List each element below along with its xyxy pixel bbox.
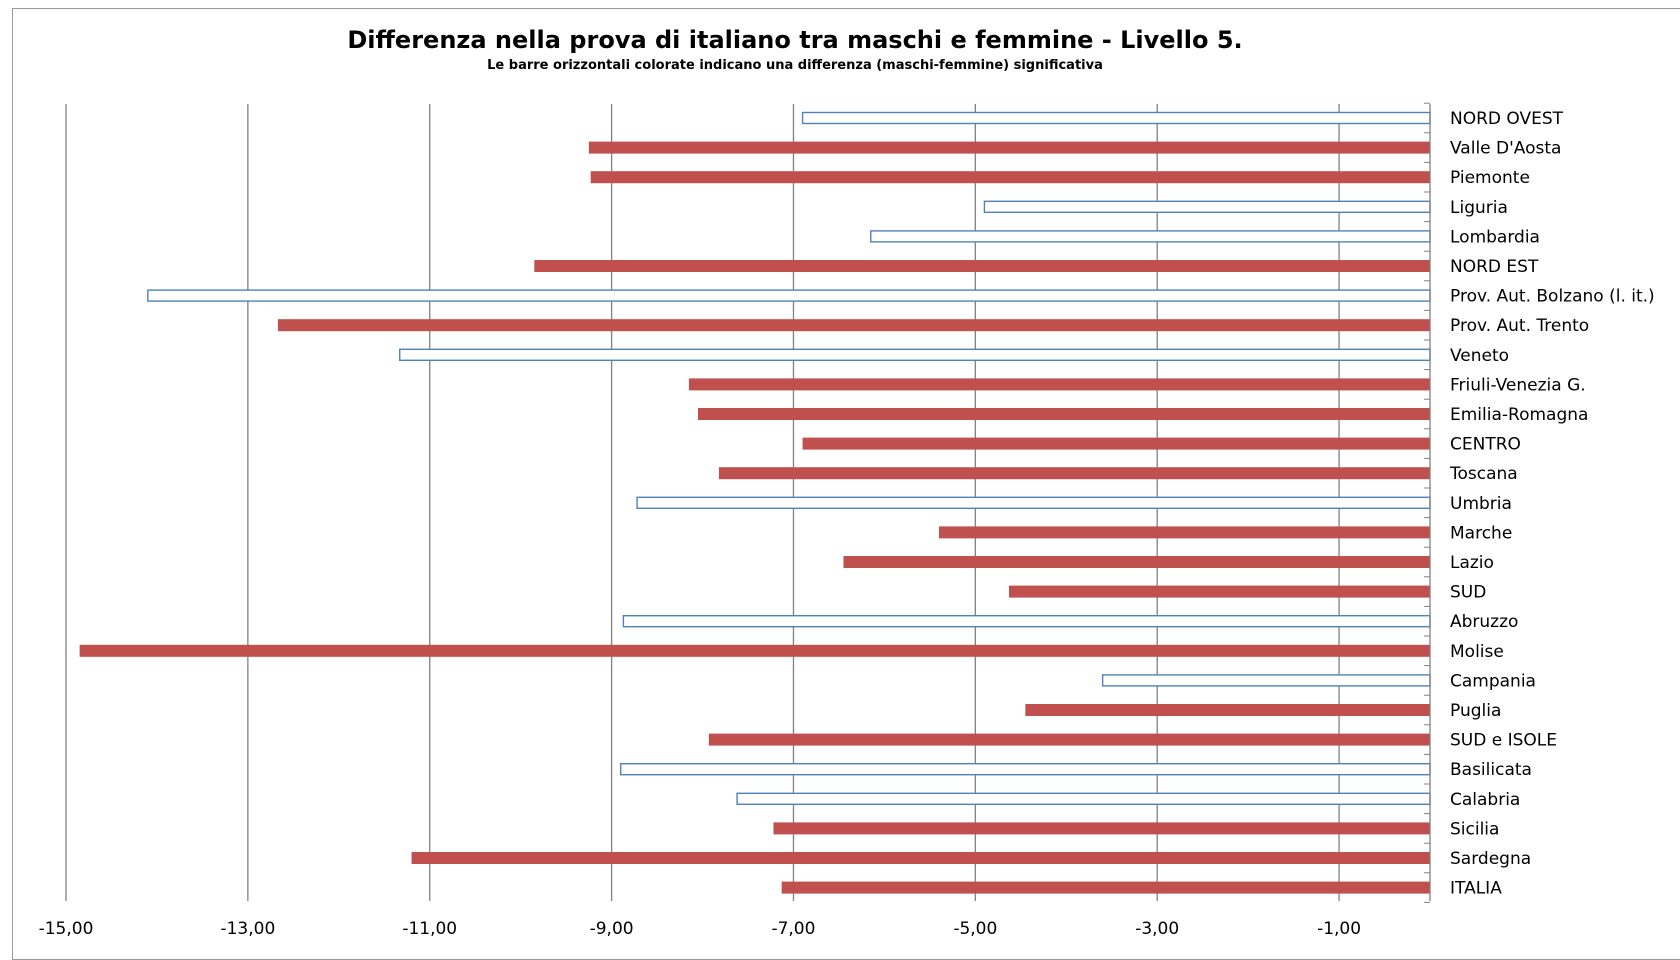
x-tick-label: -9,00 (590, 919, 634, 939)
chart-title: Differenza nella prova di italiano tra m… (347, 26, 1243, 54)
category-label: Abruzzo (1450, 612, 1518, 632)
bar-significant (843, 556, 1430, 568)
category-label: Puglia (1450, 701, 1501, 721)
bar-significant (708, 733, 1430, 746)
bar-not-significant (983, 200, 1431, 214)
category-label: Basilicata (1450, 760, 1532, 780)
x-tick-label: -3,00 (1135, 919, 1179, 939)
category-label: Liguria (1450, 198, 1508, 218)
category-axis (1424, 102, 1431, 903)
x-tick-labels: -15,00 -13,00 -11,00 -9,00 -7,00 -5,00 -3,00 -1… (39, 919, 1361, 939)
category-label: Veneto (1450, 346, 1509, 366)
bar-significant (79, 644, 1430, 657)
bar-not-significant (1101, 674, 1431, 687)
bar-significant (588, 141, 1430, 154)
bar-significant (277, 319, 1431, 332)
bar-significant (688, 378, 1430, 391)
category-label: Sardegna (1450, 849, 1531, 869)
category-label: Prov. Aut. Trento (1450, 316, 1589, 336)
x-tick-label: -11,00 (402, 919, 457, 939)
bar-not-significant (619, 763, 1431, 776)
bar-significant (781, 881, 1430, 894)
category-label: Sicilia (1450, 819, 1499, 839)
category-label: Emilia-Romagna (1450, 405, 1588, 425)
category-label: ITALIA (1450, 879, 1502, 899)
bar-significant (773, 822, 1430, 835)
x-tick-label: -15,00 (39, 919, 94, 939)
bar-significant (802, 437, 1430, 450)
bar-not-significant (147, 289, 1431, 302)
x-tick-label: -13,00 (220, 919, 275, 939)
category-label: SUD (1450, 583, 1486, 603)
category-label: Calabria (1450, 790, 1520, 810)
category-label: Umbria (1450, 494, 1512, 514)
category-labels: NORD OVEST Valle D'Aosta Piemonte Liguria Lo… (1449, 109, 1655, 899)
bar-significant (411, 852, 1431, 864)
category-label: CENTRO (1450, 435, 1521, 455)
bar-not-significant (736, 792, 1431, 805)
category-label: Piemonte (1450, 168, 1530, 188)
bar-significant (697, 408, 1430, 420)
bars (79, 111, 1431, 894)
category-label: NORD EST (1450, 257, 1539, 277)
bar-significant (1025, 704, 1430, 716)
bar-significant (718, 467, 1430, 480)
bar-not-significant (399, 348, 1431, 361)
bar-significant (938, 526, 1430, 539)
category-label: Lazio (1450, 553, 1494, 573)
bar-significant (534, 260, 1430, 272)
category-label: NORD OVEST (1450, 109, 1564, 129)
category-label: Valle D'Aosta (1450, 139, 1561, 159)
category-label: Campania (1450, 671, 1536, 691)
category-label: Molise (1450, 642, 1504, 662)
x-tick-label: -7,00 (771, 919, 815, 939)
category-label: Toscana (1449, 464, 1518, 484)
bar-significant (590, 171, 1430, 184)
bar-significant (1008, 585, 1430, 598)
category-label: Lombardia (1450, 227, 1540, 247)
x-tick-label: -1,00 (1317, 919, 1361, 939)
category-label: Marche (1450, 523, 1512, 543)
bar-not-significant (870, 230, 1431, 243)
category-label: SUD e ISOLE (1450, 731, 1557, 751)
category-label: Prov. Aut. Bolzano (l. it.) (1450, 287, 1655, 307)
bar-not-significant (801, 111, 1431, 125)
chart-subtitle: Le barre orizzontali colorate indicano u… (487, 58, 1103, 73)
x-tick-label: -5,00 (953, 919, 997, 939)
category-label: Friuli-Venezia G. (1450, 375, 1586, 395)
bar-not-significant (636, 496, 1431, 509)
bar-not-significant (622, 615, 1431, 628)
